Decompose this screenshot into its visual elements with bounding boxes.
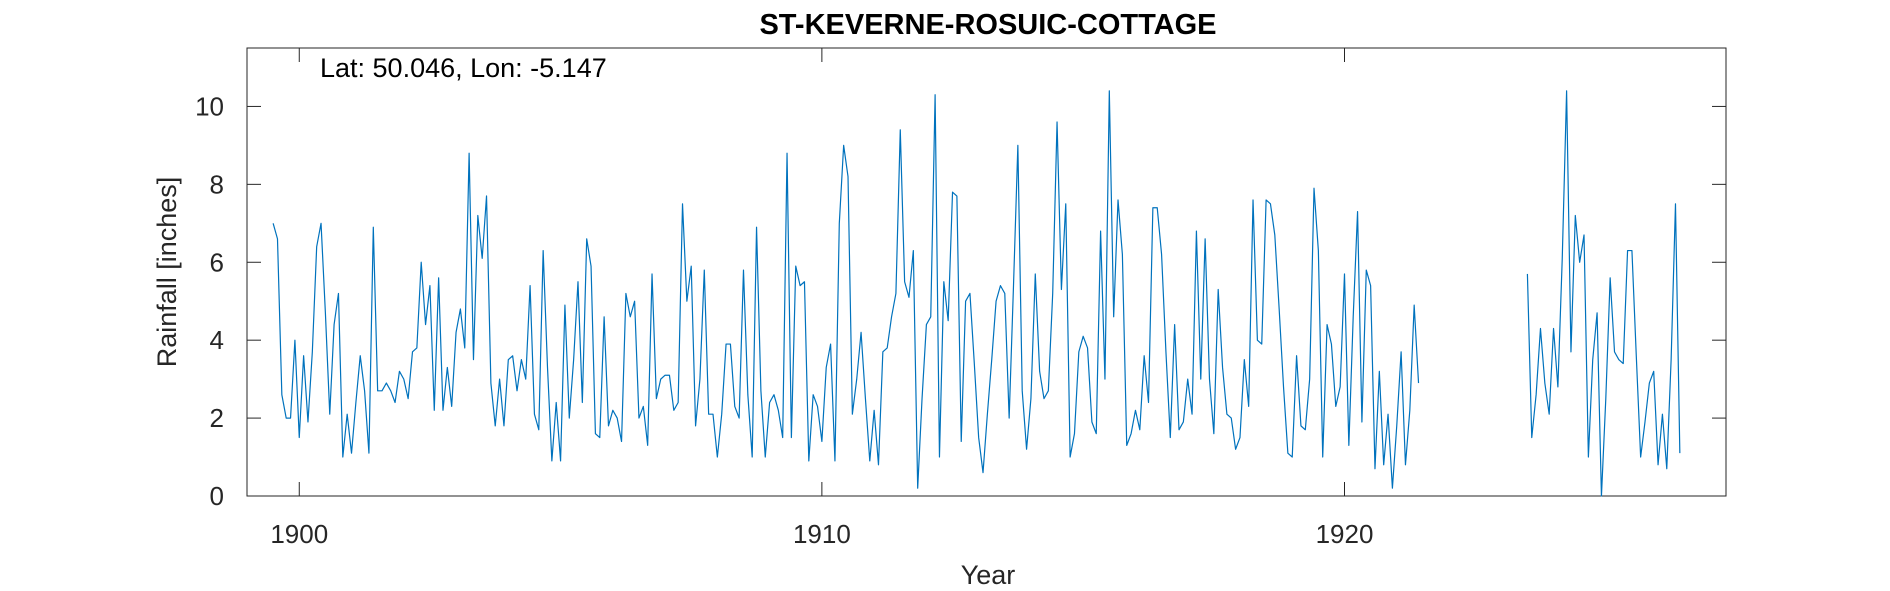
rainfall-series-line (272, 90, 1681, 497)
location-annotation: Lat: 50.046, Lon: -5.147 (320, 53, 607, 83)
y-tick-label: 4 (210, 325, 224, 355)
y-axis-label: Rainfall [inches] (152, 177, 182, 368)
y-tick-label: 2 (210, 403, 224, 433)
x-tick-label: 1900 (270, 519, 328, 549)
tick-labels: 1900 1910 1920 0 2 4 6 8 10 (195, 91, 1373, 549)
x-tick-label: 1910 (793, 519, 851, 549)
y-tick-label: 8 (210, 169, 224, 199)
chart-title: ST-KEVERNE-ROSUIC-COTTAGE (759, 9, 1216, 41)
x-axis-label: Year (961, 560, 1016, 590)
y-tick-label: 6 (210, 247, 224, 277)
y-tick-label: 10 (195, 91, 224, 121)
x-tick-label: 1920 (1316, 519, 1374, 549)
axis-ticks (247, 48, 1726, 497)
series-group (272, 90, 1681, 497)
plot-area-box (246, 47, 1727, 497)
y-tick-label: 0 (210, 481, 224, 511)
